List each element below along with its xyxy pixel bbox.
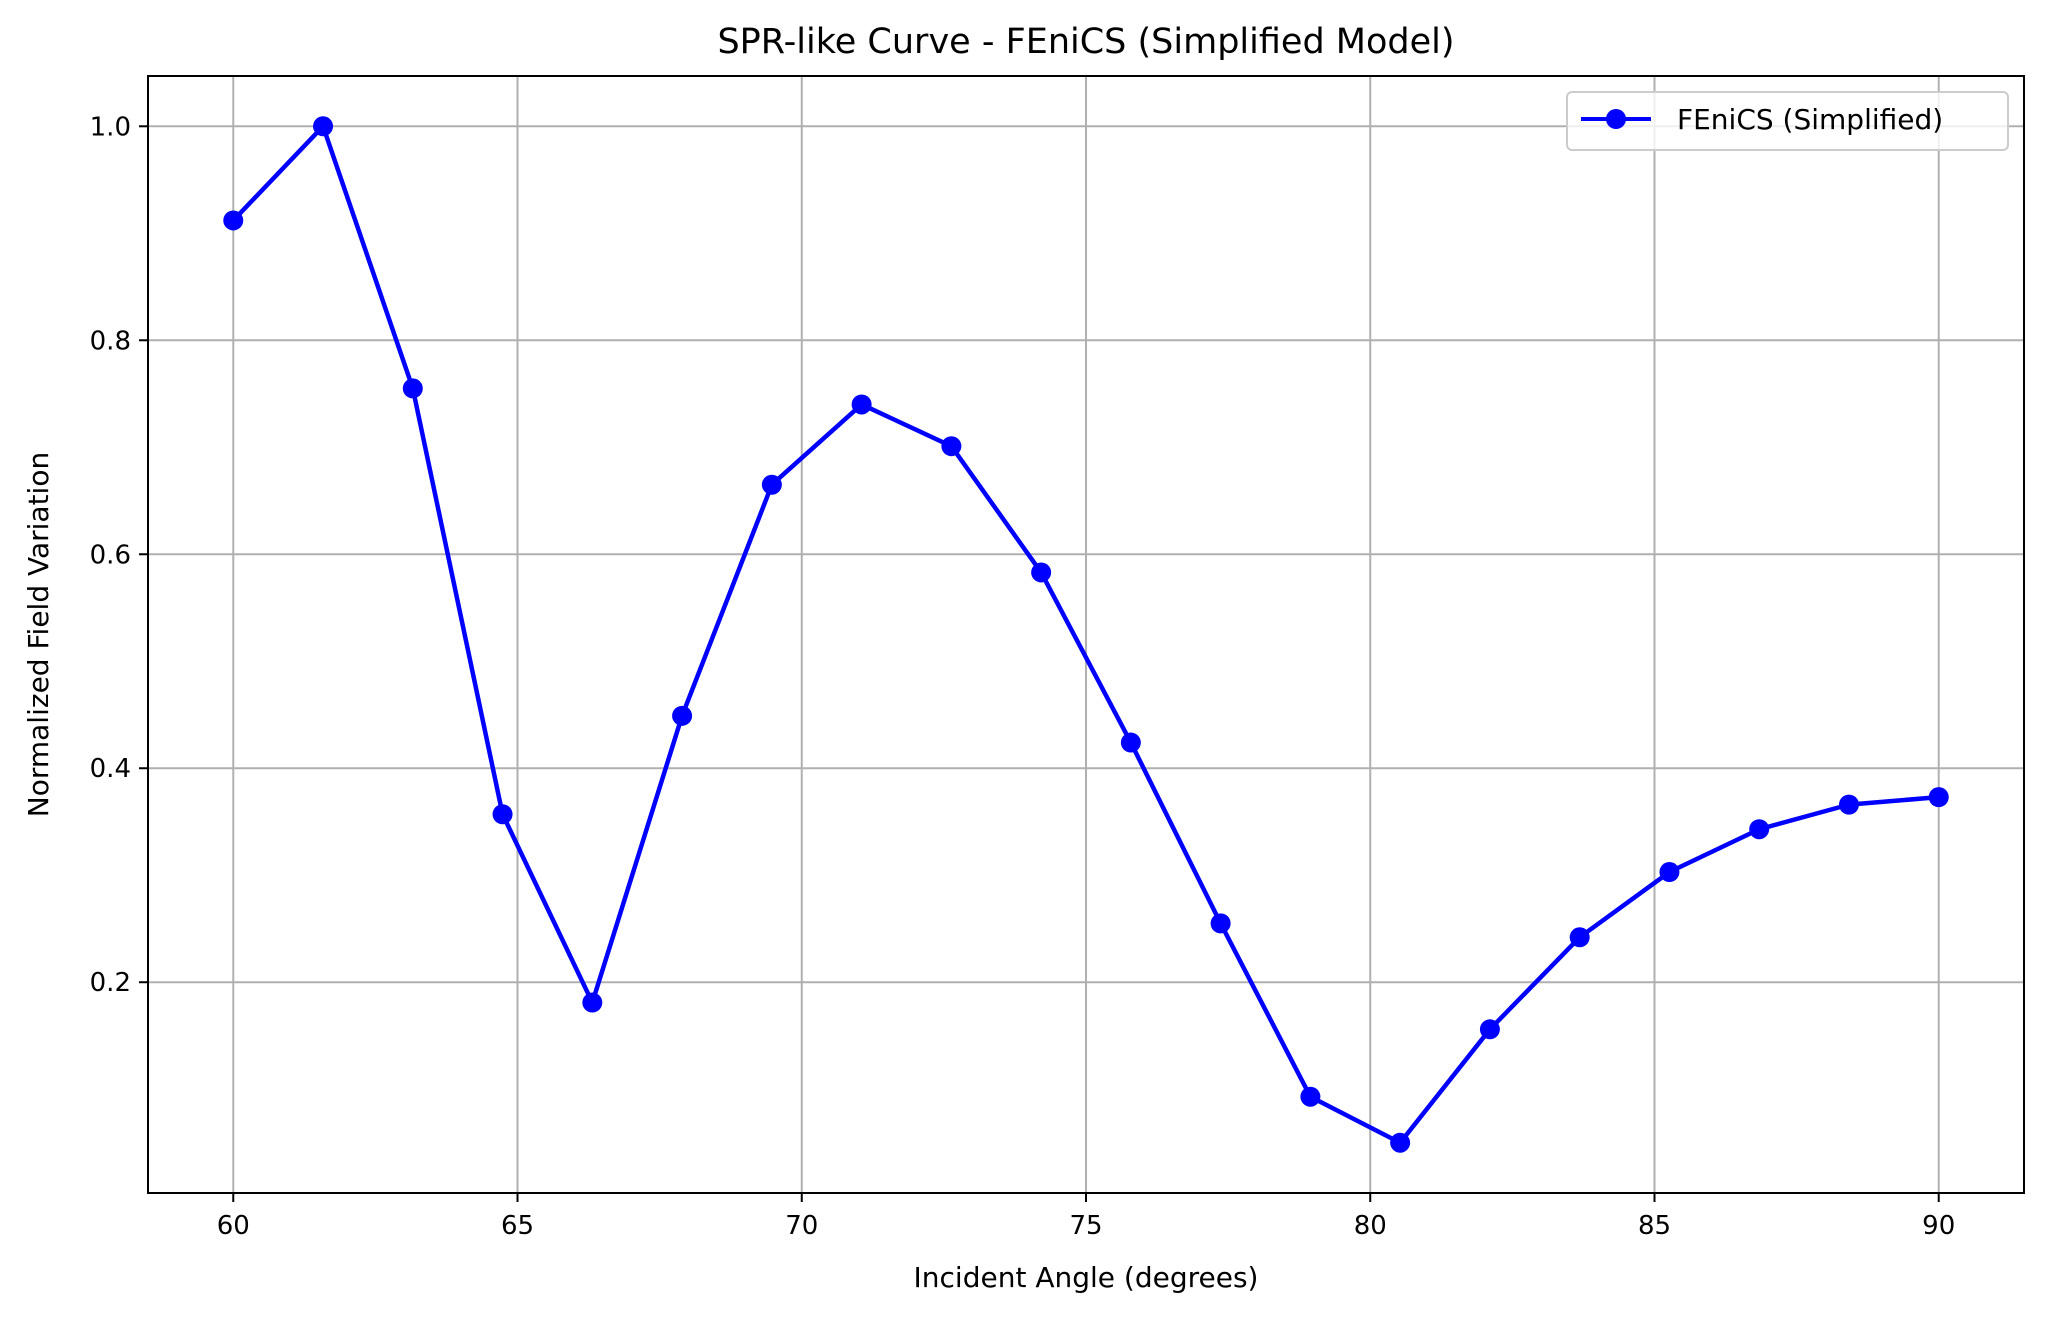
x-tick-label: 85 xyxy=(1638,1211,1671,1241)
legend-marker-swatch xyxy=(1606,109,1626,129)
axis-ticks: 60 65 70 75 80 85 90 0.2 0.4 0.6 0.8 1.0 xyxy=(90,112,1956,1241)
data-point xyxy=(1390,1132,1411,1153)
x-tick-label: 65 xyxy=(501,1211,534,1241)
legend: FEniCS (Simplified) xyxy=(1566,91,2009,151)
data-point xyxy=(1031,562,1052,583)
data-point xyxy=(1479,1019,1500,1040)
data-point xyxy=(1659,862,1680,883)
data-point xyxy=(402,378,423,399)
data-point xyxy=(672,705,693,726)
legend-entry-label: FEniCS (Simplified) xyxy=(1677,103,1943,136)
x-tick-label: 80 xyxy=(1354,1211,1387,1241)
y-tick-label: 0.4 xyxy=(90,754,131,784)
data-point xyxy=(1300,1086,1321,1107)
data-point xyxy=(1210,913,1231,934)
x-tick-label: 70 xyxy=(785,1211,818,1241)
data-point xyxy=(313,116,334,137)
data-point xyxy=(851,394,872,415)
data-point xyxy=(492,804,513,825)
data-point xyxy=(1120,732,1141,753)
y-tick-label: 1.0 xyxy=(90,112,131,142)
data-point xyxy=(1569,927,1590,948)
y-tick-label: 0.8 xyxy=(90,326,131,356)
data-point xyxy=(761,474,782,495)
x-tick-label: 60 xyxy=(217,1211,250,1241)
x-tick-label: 75 xyxy=(1069,1211,1102,1241)
data-point xyxy=(582,992,603,1013)
series-layer xyxy=(223,116,1949,1153)
grid xyxy=(148,76,2024,1193)
data-point xyxy=(223,210,244,231)
series-line xyxy=(231,124,1939,1145)
data-point xyxy=(1838,794,1859,815)
y-tick-label: 0.6 xyxy=(90,540,131,570)
x-axis-label: Incident Angle (degrees) xyxy=(914,1261,1259,1294)
chart-title: SPR-like Curve - FEniCS (Simplified Mode… xyxy=(717,22,1454,62)
data-point xyxy=(941,436,962,457)
x-tick-label: 90 xyxy=(1922,1211,1955,1241)
data-point xyxy=(1749,819,1770,840)
y-axis-label: Normalized Field Variation xyxy=(22,452,55,817)
legend-box xyxy=(1566,91,2009,151)
data-point xyxy=(1928,787,1949,808)
y-tick-label: 0.2 xyxy=(90,968,131,998)
